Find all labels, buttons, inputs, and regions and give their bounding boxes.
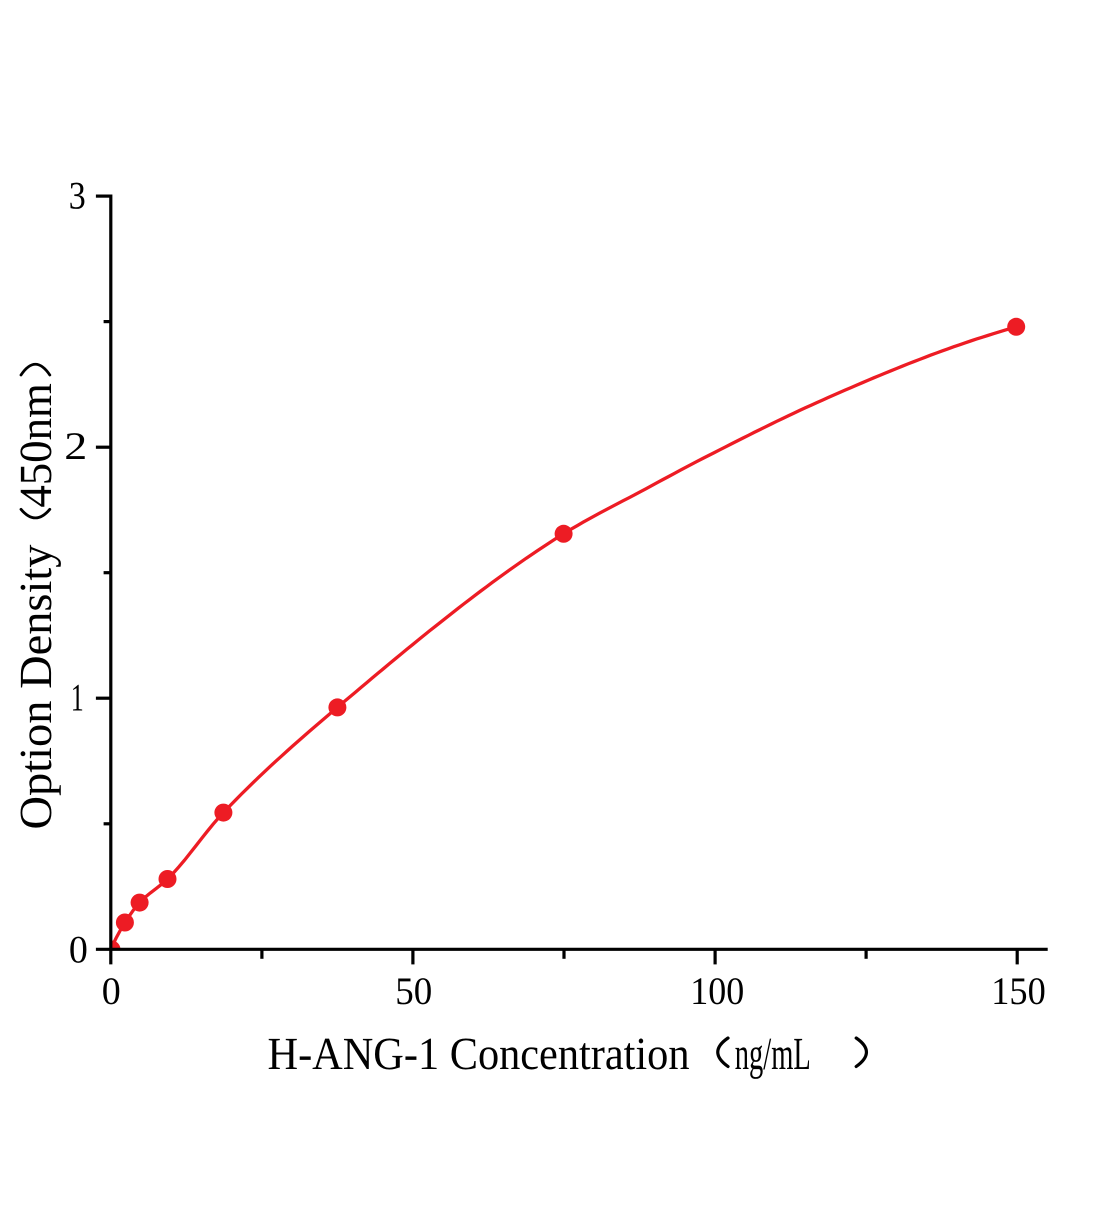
- svg-text:H-ANG-1 Concentration: H-ANG-1 Concentration: [268, 1028, 690, 1079]
- svg-text:3: 3: [69, 174, 86, 217]
- svg-text:100: 100: [690, 970, 744, 1013]
- svg-text:Option Density: Option Density: [10, 545, 61, 830]
- svg-text:150: 150: [991, 970, 1046, 1013]
- svg-text:0: 0: [102, 970, 121, 1013]
- svg-text:1: 1: [71, 677, 84, 720]
- svg-text:450nm: 450nm: [10, 383, 61, 508]
- svg-text:50: 50: [395, 970, 432, 1013]
- svg-text:0: 0: [69, 928, 88, 971]
- svg-text:ng/mL: ng/mL: [735, 1028, 811, 1079]
- svg-text:2: 2: [64, 425, 87, 468]
